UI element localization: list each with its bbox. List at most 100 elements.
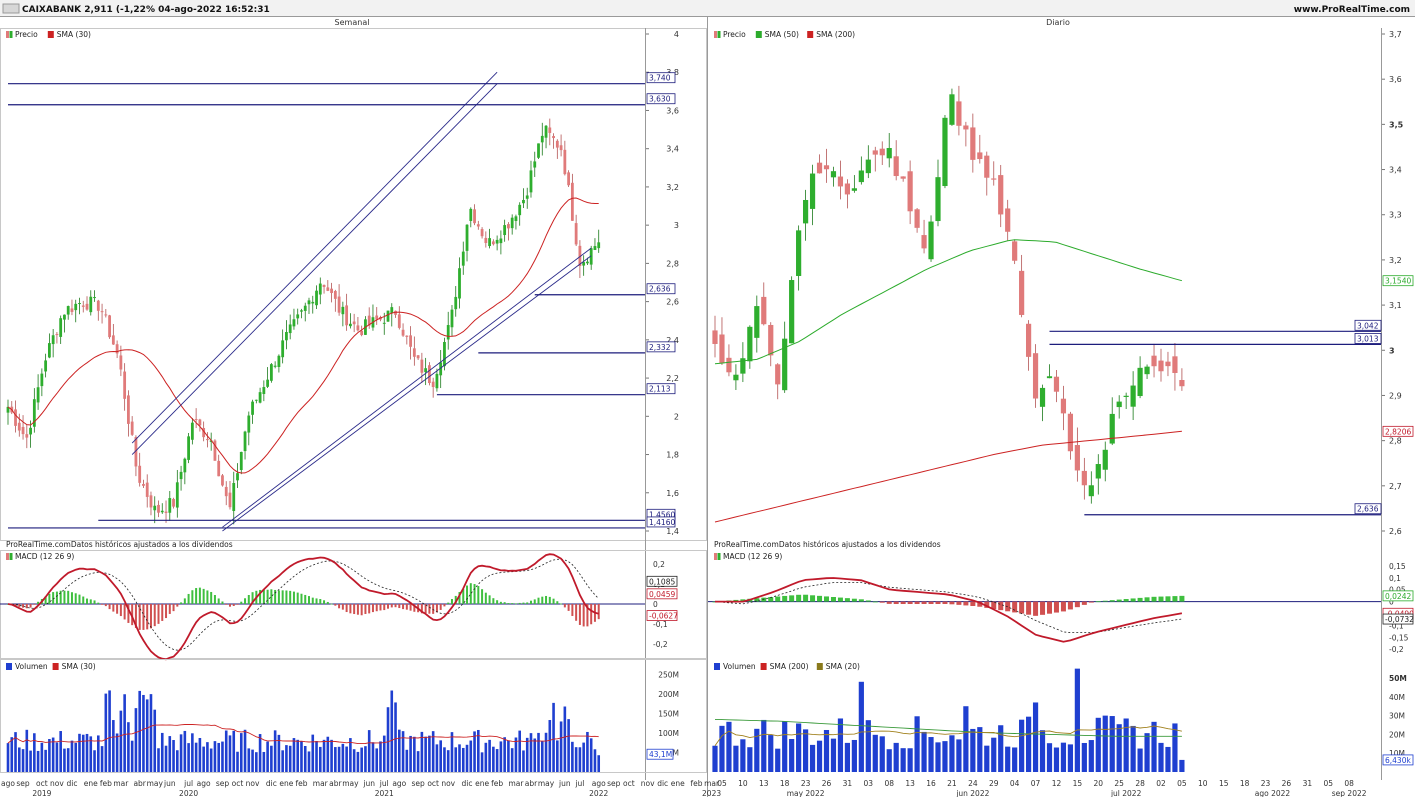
daily-candle bbox=[1158, 348, 1164, 382]
weekly-candle-body bbox=[352, 321, 356, 325]
weekly-macd-hist-bar bbox=[402, 604, 405, 610]
weekly-volume-bar bbox=[63, 748, 66, 772]
weekly-volume-bar bbox=[499, 741, 503, 772]
weekly-month-label-40: dic bbox=[657, 779, 668, 788]
weekly-candle bbox=[333, 289, 337, 312]
weekly-candle-body bbox=[258, 392, 262, 403]
daily-candle-body bbox=[942, 117, 948, 187]
weekly-volume-bar bbox=[179, 734, 183, 772]
weekly-candle bbox=[582, 255, 586, 276]
daily-macd-axis-label-2: 0,05 bbox=[1389, 586, 1406, 595]
site-url[interactable]: www.ProRealTime.com bbox=[1294, 5, 1410, 15]
weekly-macd-legend-item-0[interactable]: MACD (12 26 9) bbox=[6, 552, 74, 561]
weekly-macd-hist-bar bbox=[176, 604, 179, 607]
daily-legend-item-1[interactable]: SMA (50) bbox=[755, 30, 799, 39]
weekly-macd-hist-bar bbox=[195, 588, 198, 604]
weekly-candle-body bbox=[337, 296, 341, 313]
daily-volume-bar bbox=[1088, 740, 1094, 772]
daily-macd-badge-0-label: 0,0242 bbox=[1385, 592, 1411, 601]
weekly-candle-body bbox=[183, 458, 187, 473]
daily-macd-hist-bar bbox=[1109, 600, 1115, 602]
weekly-candle bbox=[503, 219, 507, 242]
weekly-legend-item-1[interactable]: SMA (30) bbox=[47, 30, 91, 39]
daily-macd-legend-item-0[interactable]: MACD (12 26 9) bbox=[714, 552, 782, 561]
weekly-month-label-5: ene bbox=[84, 779, 98, 788]
weekly-candle-body bbox=[578, 245, 582, 266]
daily-candle bbox=[956, 85, 962, 136]
daily-level-badge-2-box bbox=[1354, 503, 1382, 515]
daily-volume-legend-label-0: Volumen bbox=[723, 662, 756, 671]
daily-macd-hist-bar bbox=[1026, 601, 1032, 615]
weekly-macd-hist-bar bbox=[443, 604, 446, 607]
weekly-volume-legend-item-1[interactable]: SMA (30) bbox=[52, 662, 96, 671]
daily-day-label-23: 10 bbox=[1198, 779, 1208, 788]
weekly-macd-hist-bar bbox=[597, 604, 600, 620]
weekly-candle-body bbox=[224, 486, 228, 497]
weekly-volume-bar bbox=[379, 741, 382, 772]
weekly-level-badge-0-box bbox=[646, 72, 676, 84]
weekly-candle bbox=[168, 491, 172, 521]
weekly-candle bbox=[548, 118, 552, 146]
weekly-macd-hist-bar bbox=[360, 604, 363, 616]
weekly-month-label-26: oct bbox=[427, 779, 439, 788]
weekly-candle bbox=[510, 214, 514, 235]
weekly-legend-item-0[interactable]: Precio bbox=[6, 30, 38, 39]
weekly-candle bbox=[123, 363, 127, 411]
weekly-volume-bar bbox=[44, 749, 47, 772]
weekly-volume-bar bbox=[236, 751, 239, 772]
weekly-candle-body bbox=[593, 246, 597, 251]
weekly-volume-bar bbox=[202, 746, 205, 772]
weekly-volume-bar bbox=[29, 750, 32, 772]
weekly-candle-body bbox=[168, 498, 172, 513]
weekly-candle-body bbox=[32, 399, 36, 427]
weekly-candle bbox=[206, 432, 209, 448]
weekly-legend-label-1: SMA (30) bbox=[57, 30, 91, 39]
daily-volume-bar bbox=[851, 739, 857, 772]
weekly-candle-body bbox=[480, 229, 484, 237]
weekly-macd-hist-bar bbox=[590, 604, 593, 625]
weekly-macd-hist-bar bbox=[104, 604, 107, 607]
daily-volume-legend-item-2[interactable]: SMA (20) bbox=[816, 662, 860, 671]
weekly-month-label-32: abr bbox=[525, 779, 538, 788]
daily-candle bbox=[998, 164, 1004, 228]
daily-candle-body bbox=[740, 358, 746, 374]
weekly-year-label-0: 2019 bbox=[32, 789, 51, 797]
daily-candle-body bbox=[949, 94, 955, 125]
daily-day-label-6: 31 bbox=[843, 779, 853, 788]
weekly-month-label-23: jul bbox=[379, 779, 389, 788]
daily-legend-item-2[interactable]: SMA (200) bbox=[807, 30, 855, 39]
weekly-macd-hist-bar bbox=[545, 595, 548, 604]
weekly-volume-bar bbox=[507, 740, 510, 772]
weekly-candle-body bbox=[382, 322, 386, 324]
weekly-candle-body bbox=[428, 365, 431, 384]
weekly-volume-bar bbox=[431, 731, 435, 772]
weekly-legend-label-0: Precio bbox=[15, 30, 38, 39]
weekly-candle-body bbox=[25, 434, 29, 438]
daily-macd-axis-label-3: 0 bbox=[1389, 598, 1394, 607]
daily-macd-hist-bar bbox=[1116, 599, 1122, 602]
weekly-price-axis-label-8: 3 bbox=[674, 221, 679, 230]
weekly-volume-bar bbox=[401, 731, 405, 772]
olive-square-icon bbox=[816, 663, 823, 670]
weekly-volume-legend-item-0[interactable]: Volumen bbox=[6, 662, 48, 671]
daily-macd-hist-bar bbox=[858, 599, 864, 602]
daily-volume-bar bbox=[1151, 721, 1157, 772]
weekly-macd-hist-bar bbox=[484, 592, 487, 604]
daily-volume-legend-item-0[interactable]: Volumen bbox=[714, 662, 756, 671]
weekly-month-label-11: jul bbox=[183, 779, 193, 788]
weekly-macd-hist-bar bbox=[578, 604, 581, 625]
weekly-level-badge-5-label: 1,4560 bbox=[649, 510, 675, 519]
weekly-candle bbox=[66, 305, 70, 320]
daily-candle-body bbox=[1144, 366, 1150, 375]
weekly-candle bbox=[198, 418, 202, 432]
daily-macd-hist-bar bbox=[1130, 598, 1136, 602]
daily-candle-body bbox=[970, 127, 976, 160]
daily-volume-legend-item-1[interactable]: SMA (200) bbox=[760, 662, 809, 671]
daily-macd-hist-bar bbox=[1067, 601, 1073, 610]
weekly-candle-body bbox=[63, 314, 66, 320]
weekly-macd-hist-bar bbox=[112, 604, 115, 612]
daily-legend-item-0[interactable]: Precio bbox=[714, 30, 746, 39]
weekly-volume-bar bbox=[469, 740, 473, 772]
weekly-volume-bar bbox=[356, 751, 360, 772]
